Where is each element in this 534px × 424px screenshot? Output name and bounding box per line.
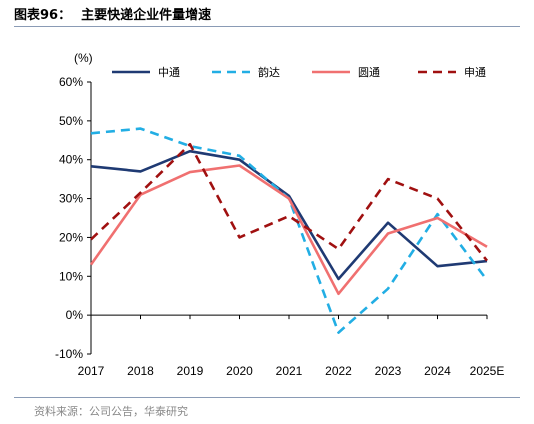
y-tick-label: 60% — [59, 75, 83, 89]
x-tick-label: 2021 — [276, 364, 303, 378]
x-tick-label: 2024 — [424, 364, 451, 378]
y-tick-label: 20% — [59, 230, 83, 244]
chart-legend: 中通 韵达 圆通 申通 — [112, 65, 486, 79]
y-axis-label: (%) — [74, 51, 93, 65]
x-tick-label: 2019 — [177, 364, 204, 378]
legend-label: 申通 — [464, 66, 486, 79]
series-line — [90, 127, 489, 334]
x-tick-label: 2018 — [127, 364, 154, 378]
x-tick-label: 2020 — [226, 364, 253, 378]
y-tick-label: 40% — [59, 153, 83, 167]
figure-title-text: 主要快递企业件量增速 — [81, 8, 212, 23]
figure-number: 图表96： — [14, 8, 72, 23]
legend-label: 中通 — [158, 66, 180, 79]
source-note: 资料来源：公司公告，华泰研究 — [34, 405, 188, 418]
figure-title: 图表96： 主要快递企业件量增速 — [14, 4, 211, 23]
y-tick-label: 0% — [66, 308, 84, 322]
series-line — [89, 164, 488, 296]
legend-label: 韵达 — [258, 65, 280, 79]
chart-axes: -10% 0% 10% 20% 30% 40% 50% 60% 2017 2018 2019 2020… — [55, 75, 504, 378]
title-rule — [14, 26, 520, 27]
series-line — [90, 142, 489, 262]
line-chart: 中通 韵达 圆通 申通 (%) -10% 0% 10% 20% 30% 40% 50% 60% 201… — [55, 51, 504, 378]
legend-label: 圆通 — [358, 66, 380, 79]
y-tick-label: 50% — [59, 114, 83, 128]
x-tick-label: 2017 — [78, 364, 105, 378]
series-line — [90, 149, 488, 281]
y-tick-label: 30% — [59, 192, 83, 206]
y-tick-label: -10% — [55, 347, 83, 361]
x-tick-label: 2025E — [470, 364, 505, 378]
x-tick-label: 2022 — [325, 364, 352, 378]
x-tick-label: 2023 — [375, 364, 402, 378]
source-rule — [14, 397, 520, 398]
y-tick-label: 10% — [59, 269, 83, 283]
chart-series — [89, 127, 489, 334]
